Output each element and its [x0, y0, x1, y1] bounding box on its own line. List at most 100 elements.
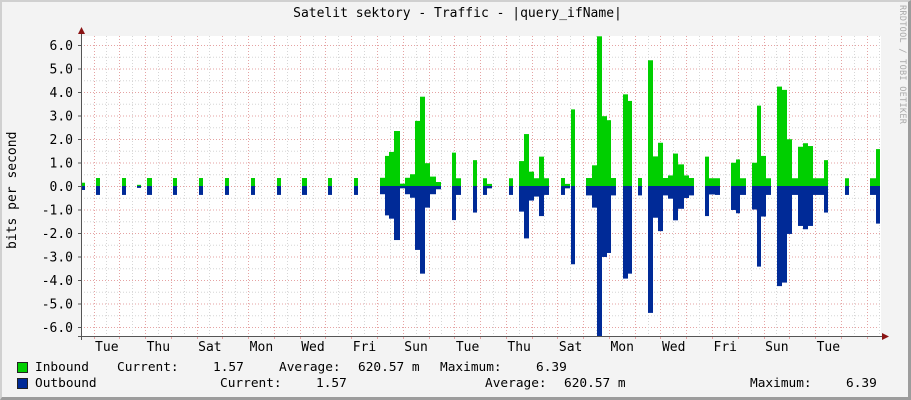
outbound-bar: [602, 186, 607, 257]
inbound-bar: [792, 178, 798, 186]
inbound-bar: [251, 178, 255, 186]
inbound-bar: [689, 178, 694, 186]
legend-current-label: Current:: [220, 376, 282, 391]
outbound-bar: [715, 186, 720, 195]
inbound-bar: [225, 178, 229, 186]
inbound-bar: [405, 177, 410, 186]
outbound-bar: [803, 186, 808, 230]
inbound-bar: [544, 178, 549, 186]
y-tick-label: 6.0: [50, 39, 73, 54]
outbound-bar: [761, 186, 766, 217]
inbound-bar: [638, 178, 642, 186]
outbound-bar: [792, 186, 798, 195]
outbound-bar: [731, 186, 736, 210]
x-tick-label: Sun: [404, 340, 427, 355]
outbound-bar: [122, 186, 126, 195]
legend-maximum-value: 6.39: [536, 360, 567, 375]
x-tick-label: Sat: [198, 340, 221, 355]
outbound-bar: [736, 186, 740, 214]
outbound-bar: [385, 186, 389, 216]
outbound-bar: [628, 186, 632, 274]
outbound-bar: [709, 186, 715, 195]
inbound-bar: [597, 36, 602, 187]
inbound-bar: [761, 155, 766, 186]
inbound-bar: [436, 182, 441, 186]
x-tick-label: Fri: [353, 340, 376, 355]
legend-label-inbound: Inbound: [35, 360, 89, 375]
inbound-bar: [705, 156, 709, 186]
outbound-bar: [757, 186, 761, 267]
outbound-bar: [658, 186, 663, 232]
x-tick-label: Thu: [147, 340, 170, 355]
inbound-bar: [509, 178, 513, 186]
inbound-bar: [787, 139, 792, 186]
inbound-bar: [803, 143, 808, 186]
inbound-bar: [653, 156, 658, 186]
y-axis-label: bits per second: [5, 131, 20, 249]
inbound-bar: [415, 120, 420, 186]
chart-title: Satelit sektory - Traffic - |query_ifNam…: [293, 6, 622, 21]
outbound-bar: [766, 186, 771, 195]
outbound-bar: [81, 186, 85, 190]
inbound-bar: [410, 174, 415, 186]
inbound-bar: [736, 159, 740, 186]
legend-average-label: Average:: [279, 360, 341, 375]
outbound-bar: [586, 186, 592, 196]
outbound-bar: [354, 186, 358, 195]
inbound-bar: [752, 162, 757, 186]
legend-swatch-inbound: [17, 362, 28, 373]
inbound-bar: [611, 178, 616, 186]
outbound-bar: [623, 186, 628, 279]
outbound-bar: [415, 186, 420, 250]
inbound-bar: [473, 160, 477, 186]
outbound-bar: [782, 186, 787, 283]
outbound-bar: [529, 186, 534, 201]
y-tick-label: 0.0: [50, 180, 73, 195]
outbound-bar: [565, 186, 570, 189]
x-tick-label: Sat: [559, 340, 582, 355]
outbound-bar: [845, 186, 849, 195]
outbound-bar: [137, 186, 141, 188]
outbound-bar: [592, 186, 597, 208]
inbound-bar: [389, 151, 394, 186]
inbound-bar: [586, 178, 592, 186]
outbound-bar: [740, 186, 746, 195]
outbound-bar: [648, 186, 653, 313]
inbound-bar: [173, 178, 177, 186]
rrdtool-watermark: RRDTOOL / TOBI OETIKER: [897, 5, 907, 125]
outbound-bar: [876, 186, 880, 224]
outbound-bar: [668, 186, 673, 199]
outbound-bar: [302, 186, 307, 195]
inbound-bar: [394, 131, 400, 186]
inbound-bar: [380, 177, 385, 186]
inbound-bar: [137, 184, 141, 186]
inbound-bar: [529, 171, 534, 186]
outbound-bar: [199, 186, 203, 195]
inbound-bar: [757, 105, 761, 186]
y-tick-label: 1.0: [50, 157, 73, 172]
outbound-bar: [689, 186, 694, 196]
x-tick-label: Tue: [95, 340, 119, 355]
outbound-bar: [251, 186, 255, 195]
inbound-bar: [623, 94, 628, 186]
inbound-bar: [328, 178, 332, 186]
x-tick-label: Mon: [250, 340, 273, 355]
outbound-bar: [678, 186, 684, 209]
inbound-bar: [277, 178, 281, 186]
outbound-bar: [487, 186, 492, 189]
inbound-bar: [678, 164, 684, 186]
outbound-bar: [544, 186, 549, 195]
outbound-bar: [96, 186, 100, 195]
inbound-bar: [571, 109, 575, 186]
inbound-bar: [628, 100, 632, 186]
outbound-bar: [389, 186, 394, 219]
outbound-bar: [813, 186, 818, 195]
inbound-bar: [876, 149, 880, 186]
inbound-bar: [385, 155, 389, 186]
outbound-bar: [597, 186, 602, 337]
inbound-bar: [539, 156, 544, 186]
x-tick-label: Wed: [301, 340, 324, 355]
outbound-bar: [705, 186, 709, 217]
legend-maximum-label: Maximum:: [440, 360, 502, 375]
y-tick-labels: 6.0 5.0 4.0 3.0 2.0 1.0 0.0 -1.0 -2.0 -3.0 -4.0 -5.…: [42, 39, 73, 336]
